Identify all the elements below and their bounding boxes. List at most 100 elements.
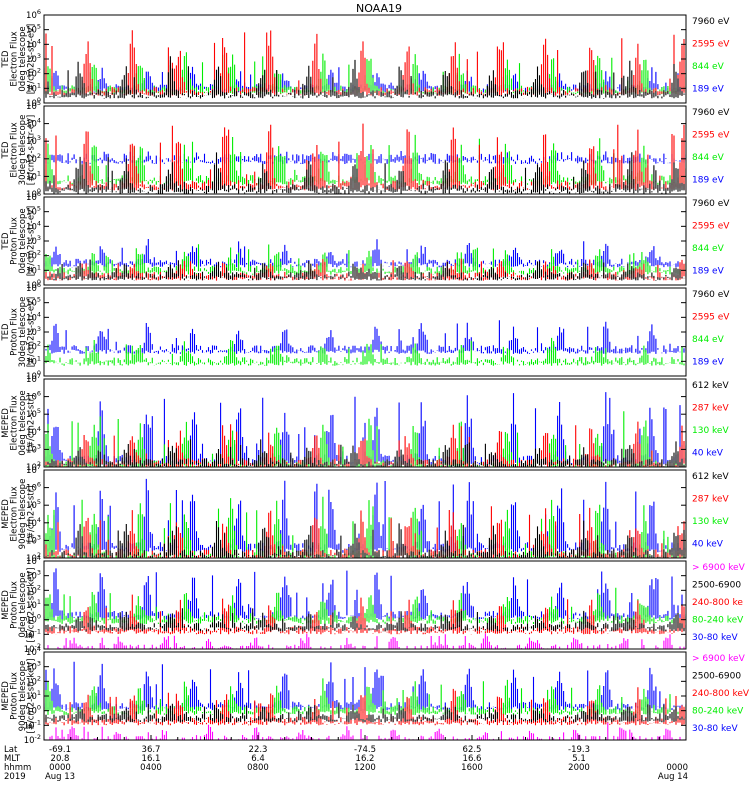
legend-entry: 30-80 keV (692, 724, 738, 734)
y-axis-label-line: [#/cm2-s-str-eV] (27, 24, 37, 94)
y-axis-label-line: Proton Flux (10, 581, 20, 629)
legend-entry: 80-240 keV (692, 616, 744, 626)
legend-entry: > 6900 keV (692, 654, 746, 664)
x-tick-label-lat: 36.7 (142, 745, 161, 755)
y-axis-label-line: 30deg telescope (18, 297, 28, 368)
x-tick-label-lat: -74.5 (354, 745, 376, 755)
legend-entry: 7960 eV (692, 108, 730, 118)
series-trace (44, 702, 686, 723)
y-axis-label-line: 90deg telescope (18, 661, 28, 732)
y-axis-label-line: MEPED (1, 590, 11, 620)
x-tick-label-mlt: 16.6 (463, 754, 482, 764)
y-axis-label-line: TED (1, 50, 11, 69)
legend-entry: 2500-6900 (692, 581, 741, 591)
legend-entry: 287 keV (692, 404, 729, 414)
x-tick-label-hhmm: 0000 (49, 763, 71, 773)
x-tick-label-hhmm: 1600 (461, 763, 483, 773)
y-axis-label-line: MEPED (1, 681, 11, 711)
panel-frame (43, 105, 687, 195)
y-axis-label-line: [#/cm2-s-str-eV] (27, 297, 37, 367)
y-axis-label-line: 30deg telescope (18, 115, 28, 186)
legend-entry: 844 eV (692, 153, 725, 163)
legend-entry: > 6900 keV (692, 563, 746, 573)
y-axis-label-line: 90deg telescope (18, 479, 28, 550)
legend-entry: 189 eV (692, 358, 725, 368)
y-axis-label-line: [#/cm2-s-str-eV] (27, 206, 37, 276)
series-trace (44, 439, 686, 467)
legend-entry: 2595 eV (692, 40, 730, 50)
series-189-ev (44, 320, 686, 354)
series-trace (44, 520, 686, 558)
legend-entry: 844 eV (692, 62, 725, 72)
chart-title: NOAA19 (356, 2, 402, 15)
x-tick-label-hhmm: 2000 (568, 763, 590, 773)
legend-entry: 130 keV (692, 517, 729, 527)
series-trace (44, 259, 686, 281)
y-axis-label-line: MEPED (1, 408, 11, 438)
x-tick-label-date: Aug 13 (45, 772, 75, 782)
x-tick-label-hhmm: 0000 (666, 763, 688, 773)
legend-entry: 189 eV (692, 267, 725, 277)
x-tick-label-hhmm: 0800 (247, 763, 269, 773)
y-axis-label-line: 0deg telescope (18, 208, 28, 273)
x-row-label: 2019 (4, 772, 26, 782)
panel-frame (43, 378, 687, 468)
series-7960-ev (44, 259, 686, 281)
y-axis-label-line: Electron Flux (10, 395, 20, 450)
y-axis-label-line: [#/cm2-s-str-keV] (27, 659, 37, 734)
x-tick-label-date: Aug 14 (658, 772, 688, 782)
legend-entry: 40 keV (692, 540, 724, 550)
y-axis-label-line: [#/cm2-s-str] (27, 486, 37, 543)
y-axis-label-line: Electron Flux (10, 31, 20, 86)
x-row-label: MLT (4, 754, 21, 764)
series-844-ev (44, 337, 686, 366)
series-612-kev (44, 439, 686, 467)
legend-entry: 189 eV (692, 176, 725, 186)
x-tick-label-mlt: 6.4 (251, 754, 265, 764)
y-axis-label-line: TED (1, 232, 11, 251)
x-tick-label-hhmm: 1200 (354, 763, 376, 773)
y-axis-label-line: Proton Flux (10, 308, 20, 356)
legend-entry: 7960 eV (692, 290, 730, 300)
legend-entry: 2595 eV (692, 131, 730, 141)
y-axis-label-line: TED (1, 323, 11, 342)
legend-entry: 844 eV (692, 244, 725, 254)
x-row-label: hhmm (4, 763, 31, 773)
legend-entry: 2595 eV (692, 222, 730, 232)
x-tick-label-lat: -19.3 (568, 745, 590, 755)
legend-entry: 240-800 keV (692, 689, 750, 699)
y-axis-label-line: Proton Flux (10, 672, 20, 720)
legend-entry: 844 eV (692, 335, 725, 345)
y-axis-label-line: TED (1, 141, 11, 160)
x-tick-label-hhmm: 0400 (140, 763, 162, 773)
series-trace (44, 320, 686, 354)
legend-entry: 130 keV (692, 426, 729, 436)
series-trace (44, 608, 686, 632)
y-axis-label-line: MEPED (1, 499, 11, 529)
series-612-kev (44, 520, 686, 558)
legend-entry: 240-800 ke (692, 598, 743, 608)
legend-entry: 189 eV (692, 85, 725, 95)
y-axis-label-line: 0deg telescope (18, 572, 28, 637)
y-axis-label-line: Electron Flux (10, 122, 20, 177)
y-axis-label-line: [#/cm2-s-str-keV] (27, 568, 37, 643)
x-tick-label-lat: 62.5 (463, 745, 482, 755)
legend-entry: 80-240 keV (692, 707, 744, 717)
series-trace (44, 337, 686, 366)
x-tick-label-lat: -69.1 (49, 745, 71, 755)
series-2500-6900 (44, 608, 686, 632)
legend-entry: 30-80 keV (692, 633, 738, 643)
x-row-label: Lat (4, 745, 18, 755)
x-tick-label-mlt: 16.2 (356, 754, 375, 764)
